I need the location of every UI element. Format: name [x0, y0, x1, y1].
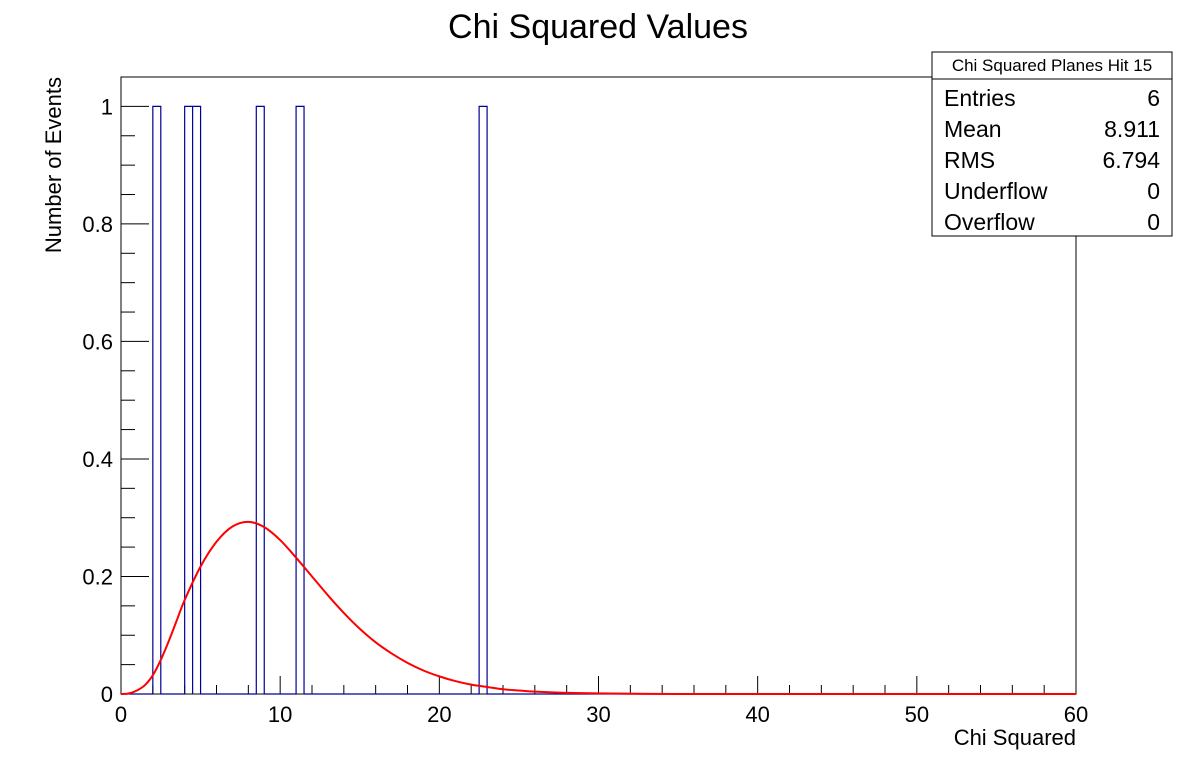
stats-row-label: RMS — [944, 147, 995, 173]
y-tick-label: 0.6 — [82, 329, 113, 354]
y-axis-title: Number of Events — [41, 77, 66, 253]
y-axis-ticks — [121, 76, 149, 695]
histogram-bin — [153, 106, 161, 694]
fit-curve-line — [120, 520, 1076, 696]
y-tick-label: 0.2 — [82, 564, 113, 589]
histogram-bin — [479, 106, 487, 694]
stats-row-label: Underflow — [944, 178, 1048, 204]
stats-box-title: Chi Squared Planes Hit 15 — [952, 56, 1152, 75]
y-tick-label: 0 — [101, 682, 113, 707]
histogram-series — [121, 105, 1076, 695]
fit-curve-series — [120, 520, 1076, 696]
stats-box: Chi Squared Planes Hit 15 Entries 6 Mean 8.… — [931, 51, 1173, 237]
x-axis-title: Chi Squared — [954, 725, 1076, 750]
y-axis-tick-labels: 0 0.2 0.4 0.6 0.8 1 — [82, 94, 113, 707]
chart-title: Chi Squared Values — [448, 8, 748, 46]
histogram-bin — [296, 106, 304, 694]
y-tick-label: 0.4 — [82, 447, 113, 472]
stats-box-rows: Entries 6 Mean 8.911 RMS 6.794 Underflow 0 Overf… — [944, 85, 1160, 235]
stats-box-frame — [931, 51, 1173, 237]
x-tick-label: 30 — [586, 702, 610, 727]
x-tick-label: 10 — [268, 702, 292, 727]
histogram-outline — [121, 105, 1076, 695]
x-axis-tick-labels: 0 10 20 30 40 50 60 — [115, 702, 1088, 727]
histogram-bin — [193, 106, 201, 694]
stats-row-value: 0 — [1147, 178, 1160, 204]
stats-row-value: 8.911 — [1104, 116, 1160, 142]
stats-row-label: Overflow — [944, 209, 1035, 235]
y-tick-label: 1 — [101, 94, 113, 119]
histogram-bin — [256, 106, 264, 694]
x-tick-label: 60 — [1064, 702, 1088, 727]
x-tick-label: 20 — [427, 702, 451, 727]
histogram-bin — [185, 106, 193, 694]
x-tick-label: 40 — [745, 702, 769, 727]
x-tick-label: 0 — [115, 702, 127, 727]
stats-row-label: Entries — [944, 85, 1016, 111]
stats-row-label: Mean — [944, 116, 1002, 142]
stats-row-value: 0 — [1147, 209, 1160, 235]
stats-row-value: 6.794 — [1102, 147, 1160, 173]
y-tick-label: 0.8 — [82, 212, 113, 237]
x-tick-label: 50 — [905, 702, 929, 727]
stats-row-value: 6 — [1147, 85, 1160, 111]
